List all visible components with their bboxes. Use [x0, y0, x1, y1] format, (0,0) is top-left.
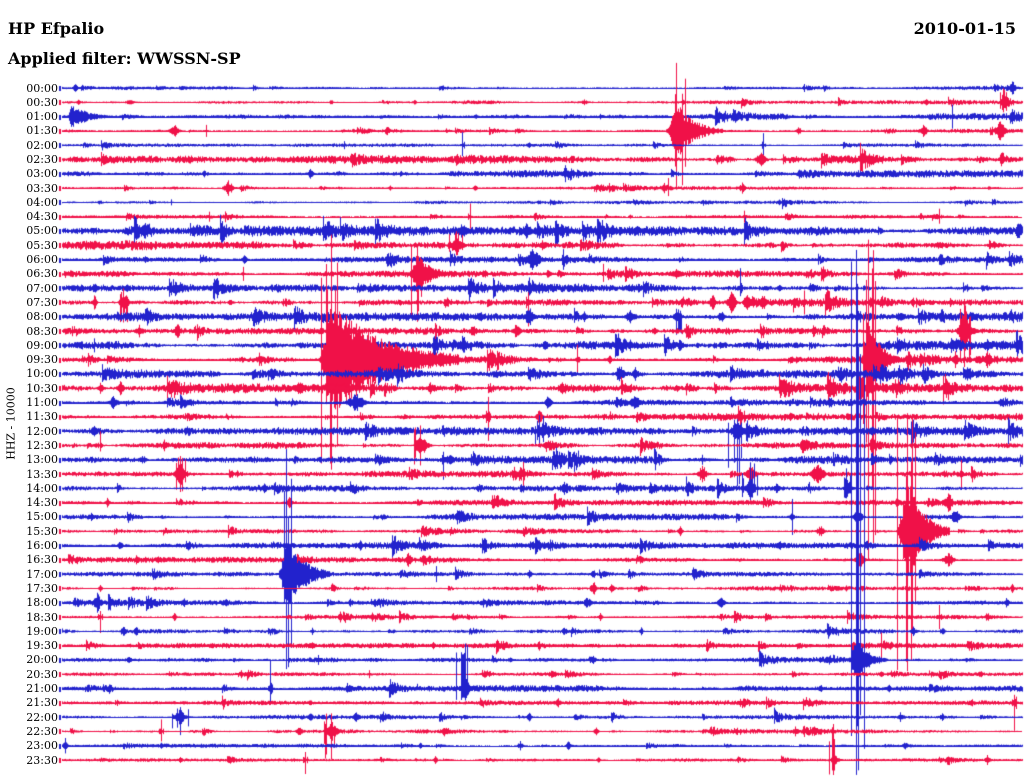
helicorder-traces-canvas [0, 0, 1024, 780]
helicorder-page: HP Efpalio Applied filter: WWSSN-SP 2010… [0, 0, 1024, 780]
